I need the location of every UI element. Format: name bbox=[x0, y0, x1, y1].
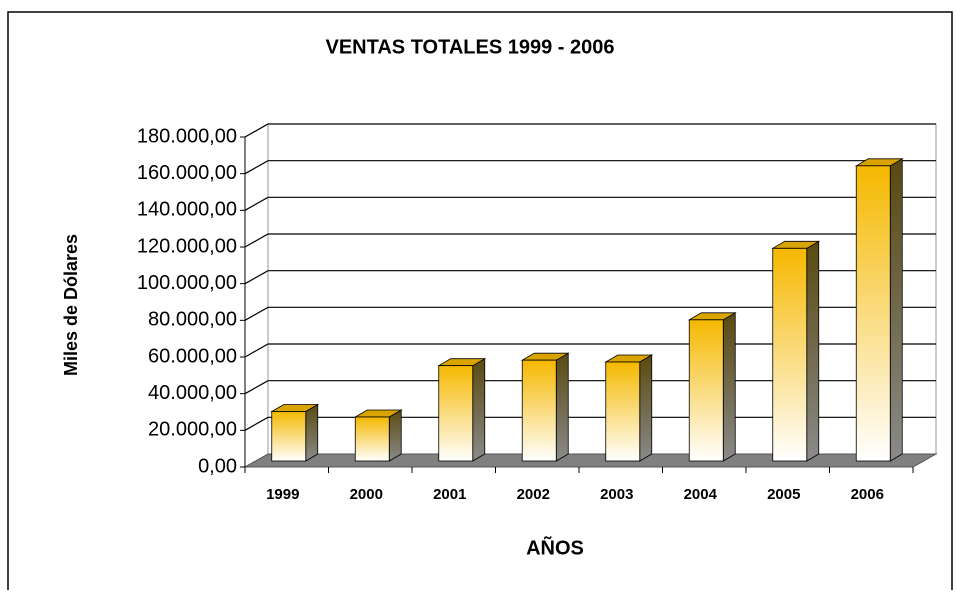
bar bbox=[855, 165, 891, 462]
x-tick-label: 2000 bbox=[350, 486, 383, 503]
x-tick-label: 2001 bbox=[433, 486, 466, 503]
bar bbox=[772, 247, 808, 462]
x-tick-label: 1999 bbox=[266, 486, 299, 503]
y-tick-label: 60.000,00 bbox=[148, 345, 237, 367]
grid-line bbox=[244, 233, 936, 248]
back-wall bbox=[267, 123, 937, 455]
y-tick-label: 20.000,00 bbox=[148, 419, 237, 441]
bar bbox=[688, 319, 724, 462]
bar-side bbox=[472, 357, 486, 462]
y-axis-label: Miles de Dólares bbox=[61, 234, 81, 376]
grid-line bbox=[244, 306, 936, 321]
x-tick-label: 2006 bbox=[851, 486, 884, 503]
bar-side bbox=[305, 403, 319, 462]
floor bbox=[243, 453, 938, 468]
grid-line bbox=[244, 196, 936, 211]
bar-side bbox=[806, 240, 820, 462]
x-tick-label: 2002 bbox=[517, 486, 550, 503]
y-tick-label: 80.000,00 bbox=[148, 309, 237, 331]
y-tick-label: 40.000,00 bbox=[148, 382, 237, 404]
frame bbox=[7, 11, 953, 595]
y-tick-label: 120.000,00 bbox=[137, 235, 237, 257]
x-tick-label: 2005 bbox=[767, 486, 800, 503]
bar bbox=[438, 365, 474, 462]
chart-title: VENTAS TOTALES 1999 - 2006 bbox=[326, 36, 615, 58]
bar-side bbox=[388, 409, 402, 462]
grid-line bbox=[244, 160, 936, 175]
grid-line bbox=[244, 123, 936, 138]
bar-side bbox=[555, 352, 569, 462]
y-tick-label: 180.000,00 bbox=[137, 125, 237, 147]
bar-side bbox=[889, 158, 903, 462]
bar bbox=[521, 359, 557, 462]
bar bbox=[354, 416, 390, 462]
grid-line bbox=[244, 270, 936, 285]
y-tick-label: 0,00 bbox=[198, 455, 237, 477]
x-tick-label: 2004 bbox=[684, 486, 718, 503]
y-tick-label: 100.000,00 bbox=[137, 272, 237, 294]
x-tick-label: 2003 bbox=[600, 486, 633, 503]
bar bbox=[605, 361, 641, 462]
left-wall bbox=[244, 123, 269, 468]
y-tick-label: 160.000,00 bbox=[137, 162, 237, 184]
y-tick-label: 140.000,00 bbox=[137, 199, 237, 221]
bar-side bbox=[639, 354, 653, 462]
plot: 0,00 20.000,00 40.000,00 60.000,00 80.000,00… bbox=[137, 123, 938, 503]
bar-side bbox=[722, 312, 736, 462]
x-axis-label: AÑOS bbox=[526, 536, 584, 559]
bar bbox=[271, 411, 307, 462]
